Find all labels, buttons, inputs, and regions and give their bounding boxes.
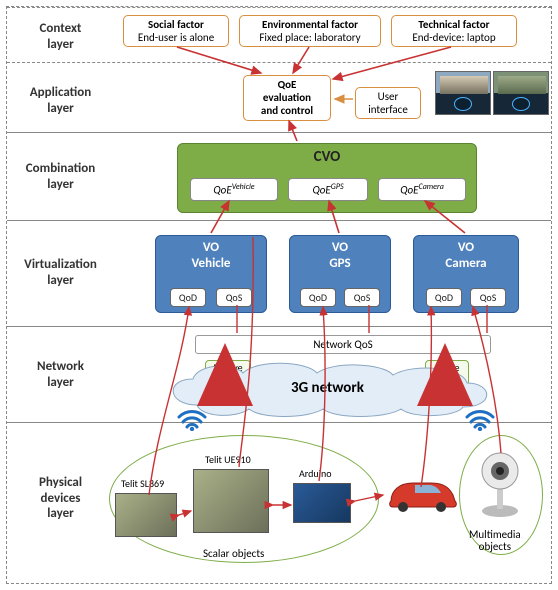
ui-thumb-left [435,71,491,115]
context-social-title: Social factor [148,18,204,31]
context-env-title: Environmental factor [262,18,358,31]
label-physical: Physicaldeviceslayer [13,475,108,522]
telit-sl-photo [115,493,177,537]
vo-camera: VOCamera QoD QoS [413,235,519,313]
context-env-sub: Fixed place: laboratory [259,31,360,44]
context-tech: Technical factor End-device: laptop [391,15,517,47]
label-network: Networklayer [13,359,108,390]
context-env: Environmental factor Fixed place: labora… [239,15,381,47]
context-tech-title: Technical factor [418,18,489,31]
qoe-gps-pill: QoEGPS [288,178,368,201]
label-application: Applicationlayer [13,85,108,116]
car-icon [385,473,459,515]
context-social: Social factor End-user is alone [123,15,229,47]
telit-ue-photo [193,469,269,533]
vo-gps-qod: QoD [300,288,336,307]
qoe-l2: evaluation [263,91,311,104]
ui-thumb-right [493,71,549,115]
label-virtualization: Virtualizationlayer [13,257,108,288]
arduino-label: Arduino [299,467,331,480]
cvo-title: CVO [178,144,476,166]
vo-vehicle-qod: QoD [170,288,206,307]
telit-ue-label: Telit UE910 [205,453,251,466]
arduino-photo [293,483,351,523]
wifi-icon-right [463,401,497,431]
label-context: Contextlayer [13,21,108,52]
telit-sl-label: Telit SL869 [121,477,164,490]
cvo-box: CVO QoEVehicle QoEGPS QoECamera [177,143,477,213]
webcam-icon [475,447,525,521]
vo-gps-qos: QoS [344,288,380,307]
qoe-camera-pill: QoECamera [378,178,466,201]
qoe-l1: QoE [278,78,297,91]
vo-camera-qod: QoD [426,288,462,307]
net-3g-label: 3G network [291,379,364,397]
multimedia-objects-label: Multimediaobjects [469,529,521,553]
vo-vehicle-qos: QoS [216,288,252,307]
vo-vehicle: VOVehicle QoD QoS [155,235,267,313]
scalar-objects-label: Scalar objects [203,547,264,560]
context-social-sub: End-user is alone [138,31,214,44]
context-tech-sub: End-device: laptop [412,31,495,44]
user-interface-box: Userinterface [355,87,421,119]
vo-gps: VOGPS QoD QoS [289,235,391,313]
label-combination: Combinationlayer [13,161,108,192]
qoe-eval-box: QoE evaluation and control [243,75,331,121]
vo-camera-qos: QoS [470,288,506,307]
qoe-l3: and control [261,104,313,117]
network-qos-bar: Network QoS [195,335,491,354]
qoe-vehicle-pill: QoEVehicle [190,178,278,201]
wifi-icon-left [175,401,209,431]
